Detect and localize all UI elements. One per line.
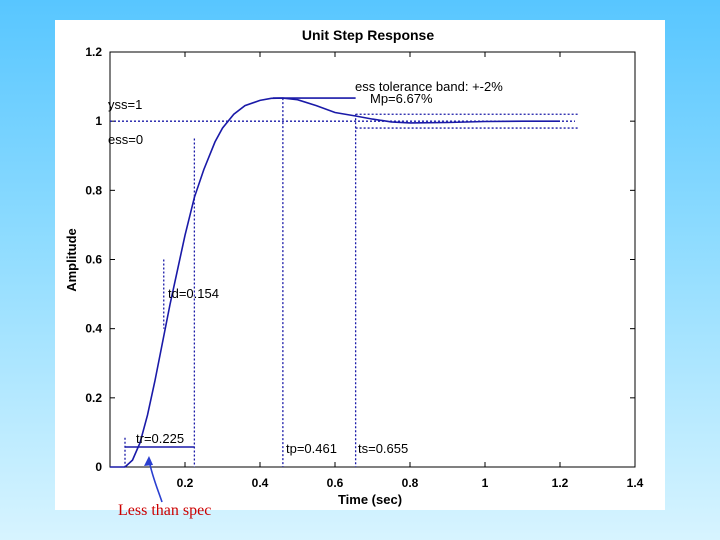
annotation-ts: ts=0.655 <box>358 441 408 456</box>
x-tick-label: 1.2 <box>552 476 569 490</box>
annotation-tr: tr=0.225 <box>136 431 184 446</box>
y-tick-label: 0.4 <box>85 322 102 336</box>
annotation-td: td=0.154 <box>168 286 219 301</box>
guide-lines <box>110 97 579 467</box>
x-tick-label: 0.8 <box>402 476 419 490</box>
x-axis-label: Time (sec) <box>338 492 402 507</box>
annotation-tp: tp=0.461 <box>286 441 337 456</box>
y-tick-label: 0 <box>95 460 102 474</box>
x-tick-label: 0.2 <box>177 476 194 490</box>
x-tick-label: 0.6 <box>327 476 344 490</box>
y-axis-label: Amplitude <box>64 228 79 292</box>
annotation-ess: ess=0 <box>108 132 143 147</box>
step-response-line <box>110 97 560 468</box>
chart-title: Unit Step Response <box>302 27 434 43</box>
y-tick-label: 0.8 <box>85 183 102 197</box>
y-tick-label: 1 <box>95 114 102 128</box>
note-less-than-spec: Less than spec <box>118 502 211 519</box>
y-tick-label: 1.2 <box>85 45 102 59</box>
annotation-yss: yss=1 <box>108 97 142 112</box>
x-tick-label: 1 <box>482 476 489 490</box>
annotation-mp: Mp=6.67% <box>370 91 433 106</box>
axis-ticks: 0.2 0.4 0.6 0.8 1 1.2 1.4 0 0.2 0.4 0.6 0.8 1 1.2 <box>85 45 643 490</box>
y-tick-label: 0.6 <box>85 253 102 267</box>
x-tick-label: 1.4 <box>627 476 644 490</box>
x-tick-label: 0.4 <box>252 476 269 490</box>
annotation-tolerance: ess tolerance band: +-2% <box>355 79 503 94</box>
y-tick-label: 0.2 <box>85 391 102 405</box>
note-arrow-head <box>144 456 153 466</box>
